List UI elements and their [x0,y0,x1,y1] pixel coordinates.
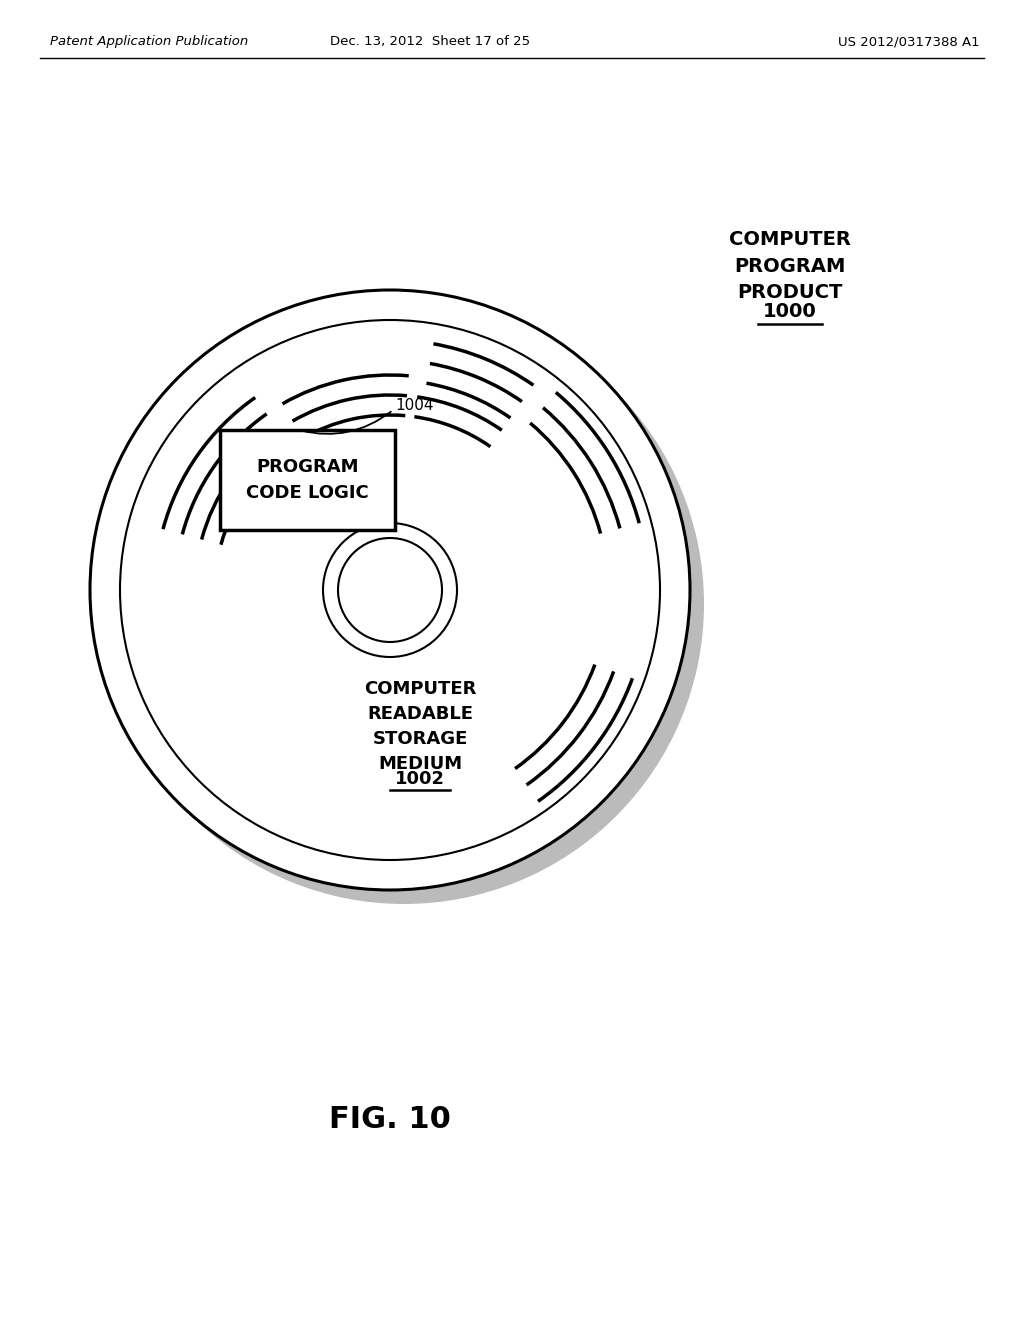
Text: 1000: 1000 [763,302,817,321]
Circle shape [323,523,457,657]
Circle shape [90,290,690,890]
Text: Dec. 13, 2012  Sheet 17 of 25: Dec. 13, 2012 Sheet 17 of 25 [330,36,530,49]
Text: 1004: 1004 [395,397,433,412]
Text: PROGRAM
CODE LOGIC: PROGRAM CODE LOGIC [246,458,369,502]
Text: US 2012/0317388 A1: US 2012/0317388 A1 [839,36,980,49]
Circle shape [104,304,705,904]
Bar [220,430,395,531]
Circle shape [338,539,442,642]
Circle shape [120,319,660,861]
Text: FIG. 10: FIG. 10 [329,1106,451,1134]
Text: COMPUTER
READABLE
STORAGE
MEDIUM: COMPUTER READABLE STORAGE MEDIUM [364,680,476,774]
FancyArrowPatch shape [301,412,391,434]
Text: 1002: 1002 [395,770,445,788]
Text: Patent Application Publication: Patent Application Publication [50,36,248,49]
Text: COMPUTER
PROGRAM
PRODUCT: COMPUTER PROGRAM PRODUCT [729,230,851,302]
